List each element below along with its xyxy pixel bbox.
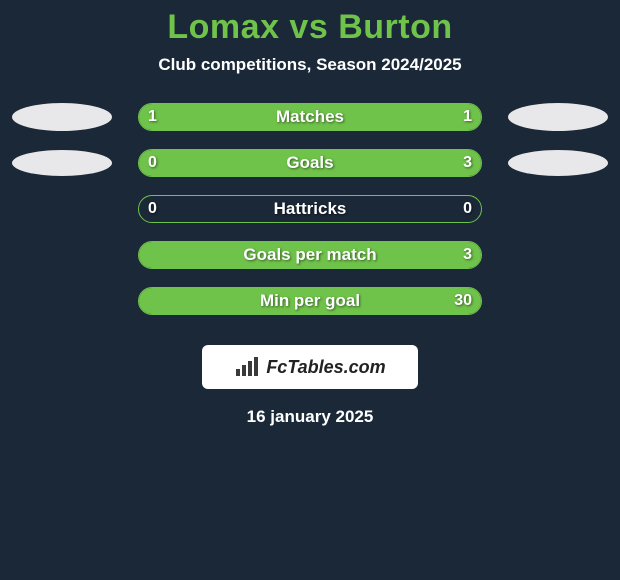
bar-icon-2 [242,365,246,376]
stat-bar-track [138,149,482,177]
player-avatar-left [12,150,112,176]
chart-icon [234,356,260,378]
stat-bar-fill-right [310,104,481,130]
stat-rows: Matches11Goals03Hattricks00Goals per mat… [0,103,620,333]
subtitle: Club competitions, Season 2024/2025 [0,55,620,75]
infographic-container: Lomax vs Burton Club competitions, Seaso… [0,0,620,580]
stat-row: Goals per match3 [0,241,620,287]
player-avatar-right [508,103,608,131]
source-badge: FcTables.com [202,345,418,389]
stat-bar-track [138,241,482,269]
date-text: 16 january 2025 [0,407,620,427]
stat-bar-fill-right [139,242,481,268]
stat-row: Matches11 [0,103,620,149]
stat-row: Goals03 [0,149,620,195]
badge-text: FcTables.com [266,357,385,378]
stat-row: Hattricks00 [0,195,620,241]
player-avatar-right [508,150,608,176]
stat-bar-fill-right [201,150,481,176]
bar-icon-1 [236,369,240,376]
stat-row: Min per goal30 [0,287,620,333]
stat-bar-track [138,103,482,131]
page-title: Lomax vs Burton [0,8,620,47]
stat-bar-fill-left [139,104,310,130]
stat-bar-fill-left [139,150,201,176]
stat-bar-fill-right [139,288,481,314]
stat-bar-track [138,195,482,223]
player-avatar-left [12,103,112,131]
bar-icon-4 [254,357,258,376]
bar-icon-3 [248,361,252,376]
stat-bar-track [138,287,482,315]
